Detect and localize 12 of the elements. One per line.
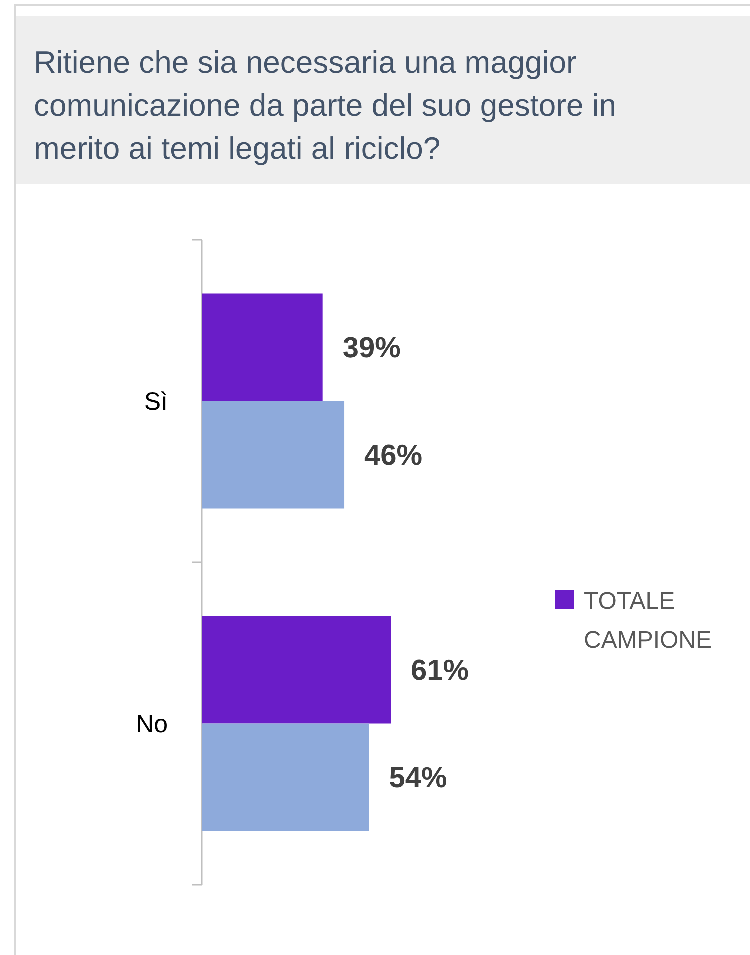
y-tick-label: No xyxy=(136,710,168,738)
chart-title: Ritiene che sia necessaria una maggior comunicazione da parte del suo gestore in merito ai temi legati al riciclo? xyxy=(34,45,616,166)
bar xyxy=(202,294,323,402)
data-label: 54% xyxy=(389,762,448,795)
y-tick-label: Sì xyxy=(144,388,168,416)
data-label: 61% xyxy=(411,655,470,688)
bar xyxy=(202,724,370,832)
bar xyxy=(202,616,391,724)
data-label: 46% xyxy=(364,440,423,472)
legend-label: TOTALE CAMPIONE xyxy=(584,588,712,654)
data-label: 39% xyxy=(342,332,402,365)
bar xyxy=(202,401,345,509)
